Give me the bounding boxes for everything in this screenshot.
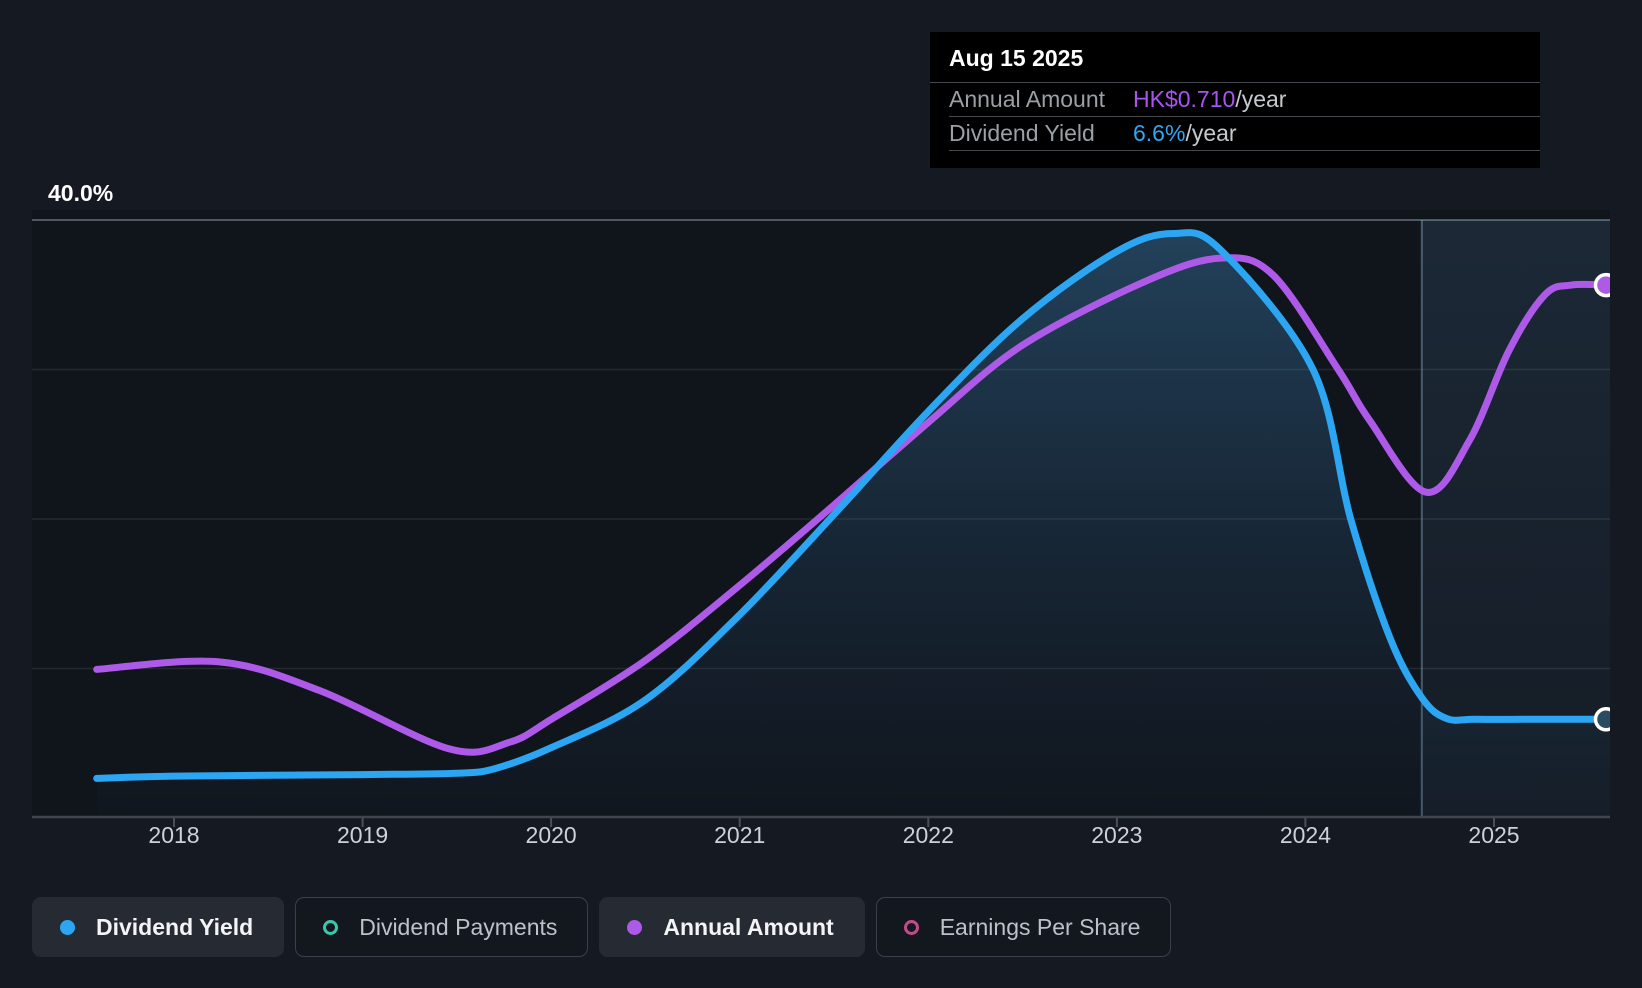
legend-label: Earnings Per Share — [939, 913, 1141, 940]
x-axis-year-label: 2018 — [148, 822, 200, 848]
x-axis-year-label: 2025 — [1468, 822, 1520, 848]
tooltip-row-suffix: /year — [1235, 86, 1287, 112]
tooltip-row-label: Annual Amount — [949, 86, 1106, 112]
annual-amount-end-marker — [1593, 272, 1619, 298]
tooltip-date: Aug 15 2025 — [930, 32, 1540, 83]
dividend-yield-line — [93, 229, 1614, 782]
annual-amount-marker-icon — [627, 919, 643, 935]
dividend-yield-area — [96, 232, 1611, 818]
dividend-payments-marker-icon — [323, 919, 339, 935]
legend-button-annual-amount[interactable]: Annual Amount — [599, 897, 865, 957]
tooltip-row-suffix: /year — [1185, 120, 1237, 146]
earnings-per-share-marker-icon — [903, 919, 919, 935]
x-axis-year-label: 2020 — [525, 822, 577, 848]
legend: Dividend Yield Dividend Payments Annual … — [32, 897, 1172, 957]
annual-amount-line — [93, 254, 1614, 756]
y-axis-max-label: 40.0% — [48, 180, 114, 206]
tooltip-row-value: HK$0.710 — [1133, 86, 1236, 112]
legend-label: Dividend Payments — [359, 913, 558, 940]
tooltip-row-annual-amount: Annual Amount HK$0.710/year — [949, 83, 1540, 117]
legend-button-dividend-yield[interactable]: Dividend Yield — [32, 897, 285, 957]
legend-button-dividend-payments[interactable]: Dividend Payments — [295, 897, 589, 957]
dividend-yield-end-marker — [1593, 707, 1619, 732]
dividend-history-chart[interactable] — [32, 210, 1619, 828]
dividend-yield-marker-icon — [60, 919, 75, 935]
legend-label: Annual Amount — [663, 913, 834, 940]
legend-button-earnings-per-share[interactable]: Earnings Per Share — [875, 897, 1172, 957]
chart-plot-area[interactable] — [32, 210, 1619, 828]
tooltip: Aug 15 2025 Annual Amount HK$0.710/year … — [930, 32, 1540, 168]
tooltip-row-dividend-yield: Dividend Yield 6.6%/year — [949, 117, 1540, 151]
x-axis-year-label: 2024 — [1279, 822, 1332, 848]
tooltip-row-label: Dividend Yield — [949, 120, 1095, 146]
legend-label: Dividend Yield — [96, 913, 254, 940]
x-axis-year-label: 2022 — [902, 822, 954, 848]
x-axis-year-label: 2023 — [1091, 822, 1143, 848]
x-axis-year-label: 2019 — [336, 822, 389, 848]
x-axis-year-label: 2021 — [714, 822, 766, 848]
tooltip-row-value: 6.6% — [1133, 120, 1186, 146]
